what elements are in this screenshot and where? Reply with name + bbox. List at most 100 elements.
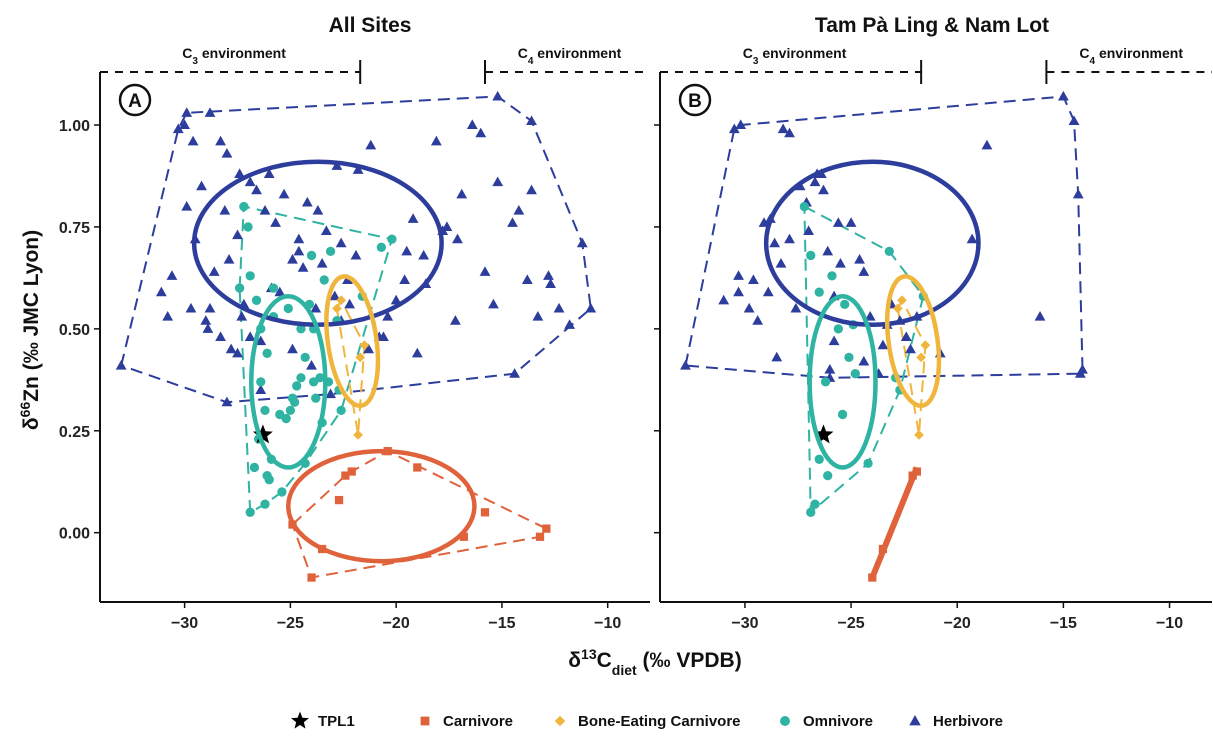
panel-a-omnivore-point [300,352,310,363]
panel-b-omnivore-point [814,454,824,464]
panel-b-herbivore-point [1077,364,1088,374]
panel-a-herbivore-point [401,245,413,256]
panel-b-herbivore-point [680,359,691,370]
panel-a-herbivore-point [278,188,290,199]
panel-a-herbivore-point [331,160,343,170]
panel-a-carnivore-point [480,508,490,517]
panel-b-herbivore-point [743,302,755,313]
panel-b-bone-eating-carnivore-point [916,352,927,363]
panel-a-x-tick-label: −30 [171,615,198,632]
panel-a-herbivore-point [532,311,544,321]
legend-label: Carnivore [443,713,513,730]
legend-triangle-icon [909,715,921,726]
panel-a-carnivore-point [334,495,344,505]
panel-b-herbivore-point [877,339,889,350]
panel-b-omnivore-point [884,246,894,257]
panel-b-omnivore-point [799,201,810,212]
panel-a-herbivore-point [430,135,442,146]
panel-a-herbivore-point [287,253,298,264]
panel-a-herbivore-point [411,347,423,358]
panel-a-herbivore-point [202,323,214,333]
panel-b-x-tick-label: −15 [1050,615,1077,632]
panel-a-omnivore-point [256,377,266,387]
panel-a-herbivore-point [232,347,243,358]
legend-star-icon [291,711,309,729]
legend-square-icon [420,716,430,726]
panel-a-omnivore-point [311,393,321,403]
panel-a-carnivore-ellipse [286,448,477,564]
panel-b-herbivore-point [775,258,787,268]
panel-a-herbivore-point [352,164,364,174]
panel-a-herbivore-point [255,384,267,395]
panel-a-herbivore-point [244,331,256,342]
panel-b-herbivore-point [858,266,870,276]
panel-a-herbivore-point [553,302,565,313]
panel-a-herbivore-point [287,343,298,354]
panel-a-omnivore-point [260,499,270,509]
panel-a-herbivore-point [479,266,491,276]
panel-b-herbivore-point [835,258,846,268]
svg-text:B: B [688,91,702,112]
panel-a-x-tick-label: −15 [488,615,515,632]
panel-b-herbivore-point [824,364,836,374]
panel-a-herbivore-point [312,205,324,215]
panel-a-herbivore-point [488,298,499,309]
panel-b-herbivore-point [1068,115,1080,125]
panel-b-herbivore-point [790,302,802,313]
panel-a-omnivore-ellipse [249,293,328,470]
panel-a-herbivore-point [263,168,275,178]
panel-a-omnivore-point [262,470,272,481]
panel-a-herbivore-point [320,225,332,236]
panel-a-carnivore-point [535,532,545,541]
panel-b-herbivore-hull [684,95,1084,379]
legend-item-carnivore: Carnivore [420,713,513,730]
panel-a-herbivore-point [365,139,377,150]
panel-a-herbivore-point [232,229,243,240]
panel-a-bone-eating-carnivore-point [332,303,342,314]
panel-a-herbivore-point [244,176,256,187]
panel-b-herbivore-point [809,176,821,187]
panel-a-herbivore-point [274,286,286,297]
panel-a-herbivore-point [215,135,226,146]
panel-a-herbivore-point [179,119,191,130]
panel-a-herbivore-point [350,249,362,260]
panel-a-herbivore-point [585,302,597,313]
panel-a-carnivore-point [413,463,422,472]
panel-a-omnivore-point [289,397,300,407]
panel-a-herbivore-point [297,262,309,272]
panel-a-herbivore-point [466,119,478,130]
panel-b-herbivore-point [733,270,744,280]
panel-b-omnivore-point [806,507,816,517]
panel-a-herbivore-point [162,311,174,321]
panel-a-herbivore-point [407,213,419,223]
panel-a-herbivore-point [329,290,341,301]
panel-a-omnivore-point [260,405,270,416]
panel-b-omnivore-point [810,499,820,509]
legend-item-bone-eating-carnivore: Bone-Eating Carnivore [554,713,741,730]
panel-b-herbivore-point [981,139,993,150]
panel-b-omnivore-point [850,369,860,379]
panel-a-omnivore-point [234,283,245,293]
panel-b-herbivore-point [845,217,857,227]
panel-b-omnivore-point [840,299,850,310]
panel-a-herbivore-point [204,107,216,117]
panel-a-plot-area: −30 −25 −20 −15 −10 0.00 0.25 0.50 0.75 1.00 C3 en… [59,45,650,632]
panel-a-herbivore-point [236,311,248,321]
panel-a-omnivore-point [376,242,386,252]
legend-item-tpl1: TPL1 [291,711,355,730]
panel-a-carnivore-hull [291,450,548,579]
panel-b-herbivore-point [864,311,876,321]
panel-b-c4-label: C4 environment [1079,45,1183,67]
panel-a-herbivore-point [208,266,220,276]
panel-a-omnivore-point [243,222,253,232]
legend-item-omnivore: Omnivore [780,713,873,730]
panel-a-omnivore-point [336,405,346,416]
panel-a-herbivore-point [270,217,281,227]
panel-a-omnivore-point [268,283,279,293]
panel-b-herbivore-point [784,127,795,138]
panel-a-carnivore-point [307,573,316,582]
panel-a-herbivore-point [390,294,402,305]
panel-a-omnivore-point [239,201,249,212]
panel-a-carnivore-point [459,532,468,541]
panel-b-bone-eating-carnivore-point [914,429,924,440]
